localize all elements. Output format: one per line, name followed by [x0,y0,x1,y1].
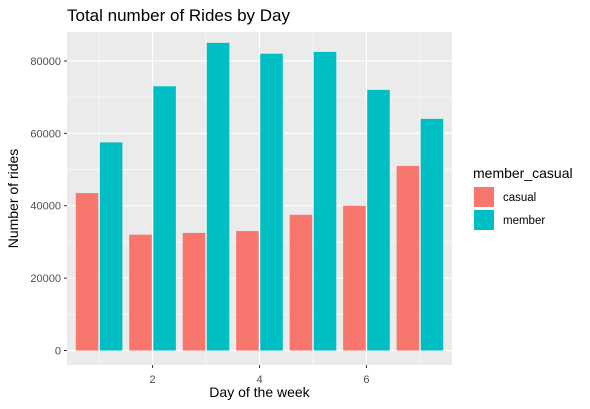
legend-title: member_casual [473,165,573,181]
chart-title: Total number of Rides by Day [67,6,290,25]
y-tick-label: 60000 [30,128,61,140]
y-axis: 0 20000 40000 60000 80000 [30,56,67,358]
bar-casual-day-6 [343,205,366,351]
x-axis: 2 4 6 [149,365,370,386]
x-tick-label: 6 [363,374,369,386]
bar-member-day-7 [420,118,444,351]
x-axis-title: Day of the week [209,384,310,400]
bar-member-day-1 [99,142,123,351]
bar-casual-day-2 [129,234,152,351]
y-tick-label: 20000 [30,273,61,285]
legend: member_casual casual member [473,165,573,230]
legend-key-casual [474,187,494,207]
bar-member-day-3 [206,42,230,351]
y-tick-label: 80000 [30,56,61,68]
bar-member-day-2 [153,86,176,351]
bar-casual-day-4 [236,231,259,351]
x-tick-label: 2 [149,374,155,386]
legend-label-member: member [503,215,545,227]
bar-casual-day-3 [182,232,206,351]
legend-label-casual: casual [503,192,536,204]
y-axis-title: Number of rides [5,149,21,249]
y-tick-label: 40000 [30,201,61,213]
bar-casual-day-1 [75,193,99,351]
bar-casual-day-7 [396,165,420,351]
bars-group [75,42,444,351]
y-tick-label: 0 [55,346,61,358]
bar-member-day-6 [367,89,390,351]
bar-casual-day-5 [289,214,313,351]
x-tick-label: 4 [256,374,262,386]
bar-member-day-4 [260,53,283,351]
legend-key-member [474,210,494,230]
bar-member-day-5 [313,51,337,351]
